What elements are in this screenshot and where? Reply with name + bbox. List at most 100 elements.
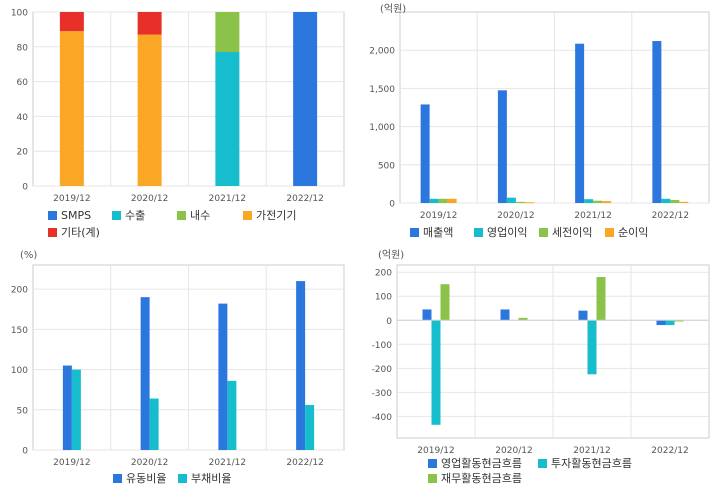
bar-SMPS <box>293 12 318 186</box>
y-tick-label: 2,000 <box>369 47 395 57</box>
x-tick-label: 2020/12 <box>497 211 534 221</box>
legend-item[interactable]: 가전기기 <box>243 209 296 222</box>
y-tick-label: 0 <box>389 200 395 210</box>
legend-swatch <box>410 228 419 237</box>
bar-기타(계) <box>137 12 162 35</box>
y-tick-label: 500 <box>378 161 395 171</box>
legend-item[interactable]: 투자활동현금흐름 <box>538 456 632 470</box>
bar-매출액 <box>652 41 662 204</box>
bar-영업활동현금흐름 <box>578 310 588 321</box>
legend-swatch <box>177 211 186 220</box>
bar-부채비율 <box>149 398 159 450</box>
legend-swatch <box>48 211 57 220</box>
legend-swatch <box>178 474 187 483</box>
x-tick-label: 2021/12 <box>209 458 246 468</box>
bar-영업이익 <box>506 197 516 203</box>
y-tick-label: 40 <box>17 113 29 123</box>
x-tick-label: 2020/12 <box>495 446 532 456</box>
legend-item[interactable]: SMPS <box>48 209 91 222</box>
legend-label: SMPS <box>61 209 91 222</box>
y-tick-label: 200 <box>375 269 392 279</box>
bar-순이익 <box>602 201 612 203</box>
y-tick-label: 80 <box>17 43 29 53</box>
y-tick-label: 0 <box>22 447 28 457</box>
y-tick-label: 0 <box>22 183 28 193</box>
legend-item[interactable]: 내수 <box>177 209 210 222</box>
legend-label: 수출 <box>125 209 145 222</box>
bar-투자활동현금흐름 <box>587 320 597 375</box>
bar-내수 <box>215 12 240 53</box>
x-tick-label: 2021/12 <box>574 211 611 221</box>
legend-swatch <box>539 228 548 237</box>
y-tick-label: 60 <box>17 78 29 88</box>
x-tick-label: 2022/12 <box>286 458 323 468</box>
bar-매출액 <box>575 43 585 204</box>
bar-세전이익 <box>593 200 603 203</box>
legend-label: 순이익 <box>618 226 648 239</box>
bar-세전이익 <box>438 198 448 203</box>
legend-label: 매출액 <box>423 226 453 239</box>
chart-3: 0 50 100 150 200 2019/12 2020/12 2021/12 2022/12… <box>11 250 345 485</box>
x-tick-label: 2019/12 <box>53 194 90 204</box>
y-tick-label: 1,000 <box>369 123 395 133</box>
y-tick-label: 100 <box>11 9 28 19</box>
x-tick-label: 2022/12 <box>652 211 689 221</box>
legend-label: 투자활동현금흐름 <box>551 456 632 470</box>
bar-순이익 <box>524 202 534 204</box>
legend-item[interactable]: 재무활동현금흐름 <box>428 471 522 485</box>
y-tick-label: 20 <box>17 148 29 158</box>
unit-label: (%) <box>20 250 37 261</box>
y-tick-label: 50 <box>17 406 29 416</box>
bar-영업활동현금흐름 <box>500 309 510 321</box>
legend-label: 기타(계) <box>61 226 100 239</box>
legend-item[interactable]: 기타(계) <box>48 226 100 239</box>
legend-label: 내수 <box>190 209 210 222</box>
chart-4: -400 -300 -200 -100 0 100 200 2019/12 2020/12 202… <box>372 249 710 485</box>
x-tick-label: 2022/12 <box>651 446 688 456</box>
bar-영업이익 <box>661 198 671 203</box>
legend-item[interactable]: 순이익 <box>605 226 648 239</box>
legend-swatch <box>113 474 122 483</box>
bar-재무활동현금흐름 <box>440 284 450 321</box>
legend-item[interactable]: 부채비율 <box>178 472 231 485</box>
y-tick-label: -100 <box>372 341 393 351</box>
bar-수출 <box>215 52 240 186</box>
x-tick-label: 2020/12 <box>131 194 168 204</box>
y-tick-label: 100 <box>375 293 392 303</box>
x-tick-label: 2019/12 <box>420 211 457 221</box>
legend-item[interactable]: 수출 <box>112 209 145 222</box>
x-tick-label: 2019/12 <box>53 458 90 468</box>
legend-item[interactable]: 세전이익 <box>539 226 592 239</box>
bar-영업이익 <box>584 199 594 203</box>
unit-label: (억원) <box>378 249 404 261</box>
legend-label: 부채비율 <box>191 472 231 485</box>
bar-투자활동현금흐름 <box>431 320 441 425</box>
bar-부채비율 <box>305 404 315 450</box>
legend-item[interactable]: 영업활동현금흐름 <box>428 456 522 470</box>
legend-item[interactable]: 매출액 <box>410 226 453 239</box>
bar-유동비율 <box>296 281 306 450</box>
bar-부채비율 <box>71 369 81 450</box>
bar-투자활동현금흐름 <box>665 320 675 326</box>
bar-유동비율 <box>140 297 150 450</box>
legend-swatch <box>428 474 437 483</box>
x-tick-label: 2022/12 <box>286 194 323 204</box>
bar-순이익 <box>447 198 457 203</box>
y-tick-label: 100 <box>11 366 28 376</box>
legend-label: 가전기기 <box>256 209 296 222</box>
legend-item[interactable]: 유동비율 <box>113 472 166 485</box>
legend-swatch <box>48 228 57 237</box>
legend-item[interactable]: 영업이익 <box>474 226 527 239</box>
bar-재무활동현금흐름 <box>518 317 528 321</box>
bar-매출액 <box>420 104 430 203</box>
bar-세전이익 <box>670 199 680 203</box>
bar-매출액 <box>497 90 507 203</box>
legend-swatch <box>428 459 437 468</box>
legend-label: 영업활동현금흐름 <box>441 456 522 470</box>
chart-1: 0 20 40 60 80 100 2019/12 2020/12 2021/12 2022/12… <box>11 9 345 239</box>
y-tick-label: 0 <box>386 317 392 327</box>
bar-유동비율 <box>62 365 72 450</box>
bar-영업이익 <box>429 198 439 203</box>
y-tick-label: -200 <box>372 365 393 375</box>
